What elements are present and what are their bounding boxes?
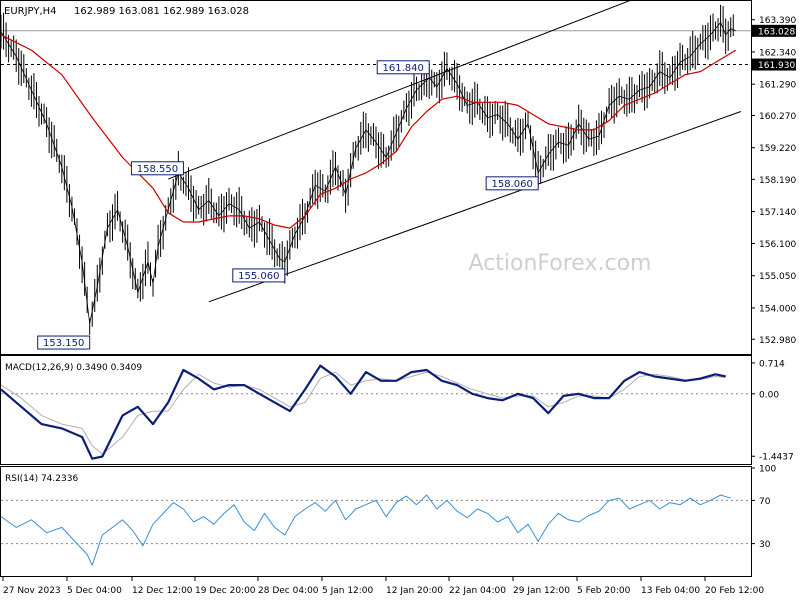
x-tick-label: 28 Dec 04:00 — [258, 586, 319, 596]
price-tag-box — [752, 24, 796, 37]
price-panel-frame — [0, 0, 752, 355]
price-tick-label: 158.190 — [759, 176, 796, 186]
macd-y-axis: 0.714 0.00 -1.4437 — [751, 359, 794, 463]
price-tick-label: 161.290 — [759, 81, 796, 91]
rsi-panel: 100 70 30 RSI(14) 74.2336 — [0, 465, 776, 577]
price-panel: ActionForex.com 153.150 158.550 155.060 161… — [0, 0, 796, 355]
annotation-box — [130, 161, 184, 176]
x-tick-label: 20 Feb 12:00 — [705, 586, 764, 596]
price-y-axis: 163.390 162.340 161.290 160.270 159.220 158.1… — [751, 16, 796, 346]
channel-line — [168, 0, 633, 180]
x-tick-label: 12 Jan 20:00 — [386, 586, 443, 596]
price-close-line — [0, 22, 736, 324]
price-bars — [0, 4, 734, 335]
rsi-tick-label: 30 — [759, 540, 771, 550]
x-tick-label: 29 Jan 12:00 — [513, 586, 570, 596]
price-tick-label: 152.980 — [759, 336, 796, 346]
price-tag-label: 163.028 — [758, 27, 795, 37]
price-tick-label: 160.270 — [759, 112, 796, 122]
annotation-label: 158.550 — [137, 164, 178, 175]
annotation-box — [232, 268, 286, 283]
x-tick-label: 5 Dec 04:00 — [67, 586, 122, 596]
annotation-label: 158.060 — [491, 179, 532, 190]
price-annotation: 153.150 — [37, 335, 91, 350]
price-tick-label: 154.000 — [759, 304, 796, 314]
price-tick-label: 162.340 — [759, 48, 796, 58]
rsi-panel-frame — [0, 466, 752, 577]
macd-line — [0, 364, 726, 460]
x-axis: 27 Nov 2023 5 Dec 04:00 12 Dec 12:00 19 Dec… — [2, 577, 764, 596]
macd-tick-label: 0.00 — [759, 390, 779, 400]
x-tick-label: 5 Jan 12:00 — [322, 586, 374, 596]
x-tick-label: 13 Feb 04:00 — [641, 586, 700, 596]
rsi-label: RSI(14) 74.2336 — [5, 474, 78, 484]
price-tick-label: 155.050 — [759, 272, 796, 282]
macd-label: MACD(12,26,9) 0.3490 0.3409 — [5, 363, 142, 373]
rsi-tick-label: 100 — [759, 465, 776, 475]
price-tick-label: 157.140 — [759, 208, 796, 218]
annotation-label: 161.840 — [383, 63, 424, 74]
channel-line — [208, 111, 742, 303]
price-annotation: 155.060 — [232, 268, 286, 283]
price-tick-label: 163.390 — [759, 16, 796, 26]
price-tag-label: 161.930 — [758, 61, 795, 71]
price-annotation: 158.550 — [130, 161, 184, 176]
macd-tick-label: 0.714 — [759, 359, 785, 369]
macd-panel-frame — [0, 355, 752, 465]
x-tick-label: 19 Dec 20:00 — [195, 586, 256, 596]
moving-average-line — [0, 34, 737, 229]
price-annotation: 158.060 — [485, 176, 539, 191]
rsi-tick-label: 70 — [759, 497, 771, 507]
rsi-y-axis: 100 70 30 — [751, 465, 776, 550]
price-tick-label: 156.100 — [759, 240, 796, 250]
rsi-line — [0, 494, 731, 566]
watermark: ActionForex.com — [469, 251, 652, 276]
price-tick-label: 159.220 — [759, 144, 796, 154]
macd-tick-label: -1.4437 — [759, 453, 794, 463]
x-tick-label: 27 Nov 2023 — [3, 586, 61, 596]
symbol-label: EURJPY,H4 — [4, 6, 57, 17]
ohlc-label: 162.989 163.081 162.989 163.028 — [74, 6, 249, 17]
annotation-label: 153.150 — [43, 338, 84, 349]
x-tick-label: 12 Dec 12:00 — [132, 586, 193, 596]
macd-panel: 0.714 0.00 -1.4437 MACD(12,26,9) 0.3490 0.… — [0, 355, 794, 465]
annotation-box — [485, 176, 539, 191]
x-tick-label: 22 Jan 04:00 — [449, 586, 506, 596]
x-tick-label: 5 Feb 20:00 — [577, 586, 631, 596]
price-tag-box — [752, 58, 796, 71]
annotation-box — [37, 335, 91, 350]
annotation-box — [376, 60, 430, 75]
price-tags: 163.028 161.930 — [752, 24, 796, 71]
price-annotation: 161.840 — [376, 60, 430, 75]
annotation-label: 155.060 — [238, 271, 279, 282]
